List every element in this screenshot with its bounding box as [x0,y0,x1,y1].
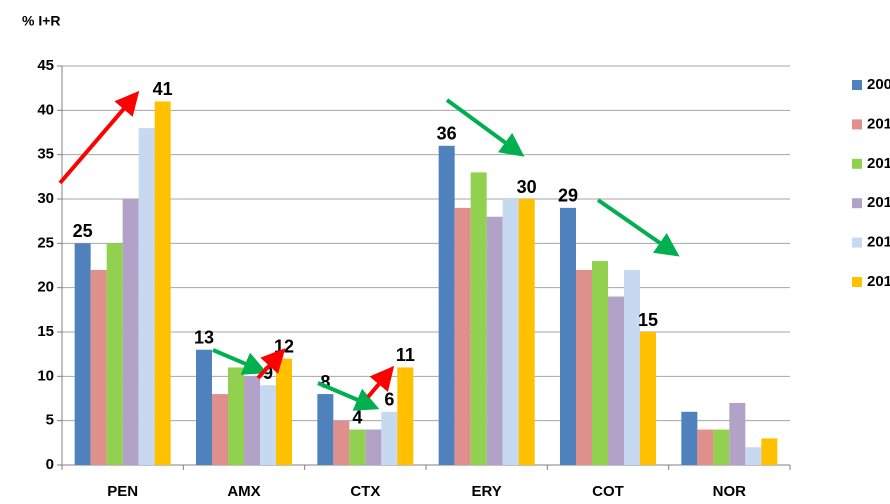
bar [697,429,714,465]
y-tick-label: 35 [37,146,54,163]
legend-swatch [852,80,862,90]
bar [138,128,155,466]
bar [713,429,730,465]
data-label: 6 [384,390,394,410]
y-tick-label: 40 [37,101,54,118]
bar [592,261,608,465]
bar [761,438,778,465]
bar [196,349,212,465]
legend-label: 2013 [867,155,890,172]
bar [576,269,592,465]
bar [106,243,123,465]
bar [397,367,414,465]
bar [154,101,171,465]
bar [260,385,276,465]
trend-arrows [58,90,680,411]
data-label: 25 [73,221,93,241]
bar [640,332,656,465]
bar [74,243,91,465]
y-tick-label: 0 [46,456,54,473]
y-tick-label: 45 [37,57,54,74]
arrow-down [212,348,268,375]
y-tick-label: 30 [37,190,54,207]
data-label: 4 [352,407,362,427]
bar [729,402,746,465]
data-label: 29 [558,186,578,206]
bar [276,358,292,465]
bar [470,172,487,465]
x-tick-label: COT [592,483,624,500]
bar [90,269,107,465]
arrow-down [317,381,380,411]
bar [333,420,350,465]
bar [681,411,698,465]
legend-label: 2009 [867,76,890,93]
bar [381,411,398,465]
arrow-up [366,365,395,399]
arrow-up [58,90,140,185]
y-axis-title: % I+R [22,13,61,29]
x-tick-label: ERY [472,483,502,500]
legend-swatch [852,158,862,169]
bar [365,429,382,465]
data-label: 30 [517,177,537,197]
y-tick-label: 20 [37,279,54,296]
y-tick-label: 25 [37,234,54,251]
legend-label: 2017 [867,234,890,251]
arrow-up [256,348,286,380]
data-label: 36 [437,124,457,144]
y-tick-label: 5 [46,412,54,429]
data-label: 41 [153,79,173,99]
bar [244,376,260,465]
bar [502,199,519,465]
data-label: 15 [638,310,658,330]
data-label: 13 [194,327,214,347]
y-tick-label: 10 [37,367,54,384]
bar [228,367,244,465]
bar [518,199,535,465]
bar [212,394,228,465]
legend-swatch [852,198,862,209]
data-label: 12 [274,336,294,356]
bar [624,269,640,465]
legend-swatch [852,237,862,248]
bar [560,207,576,465]
legend-label: 2011 [867,115,890,132]
bar [745,447,762,465]
bar [317,394,334,465]
data-label: 11 [396,345,415,365]
bar [486,216,503,465]
bar [438,145,455,466]
bar [349,429,366,465]
x-tick-label: AMX [227,483,260,500]
legend-label: 2015 [867,194,890,211]
x-tick-label: NOR [713,483,747,500]
legend-swatch [852,119,862,130]
arrow-down [596,198,680,257]
y-tick-label: 15 [37,323,54,340]
legend-label: 2019 [867,273,890,290]
x-tick-label: PEN [107,483,138,500]
bar [454,207,471,465]
x-tick-label: CTX [350,483,380,500]
arrow-down [445,98,525,157]
legend-swatch [852,277,862,287]
bar [608,296,624,465]
data-label: 8 [320,372,330,392]
bar [122,199,139,465]
